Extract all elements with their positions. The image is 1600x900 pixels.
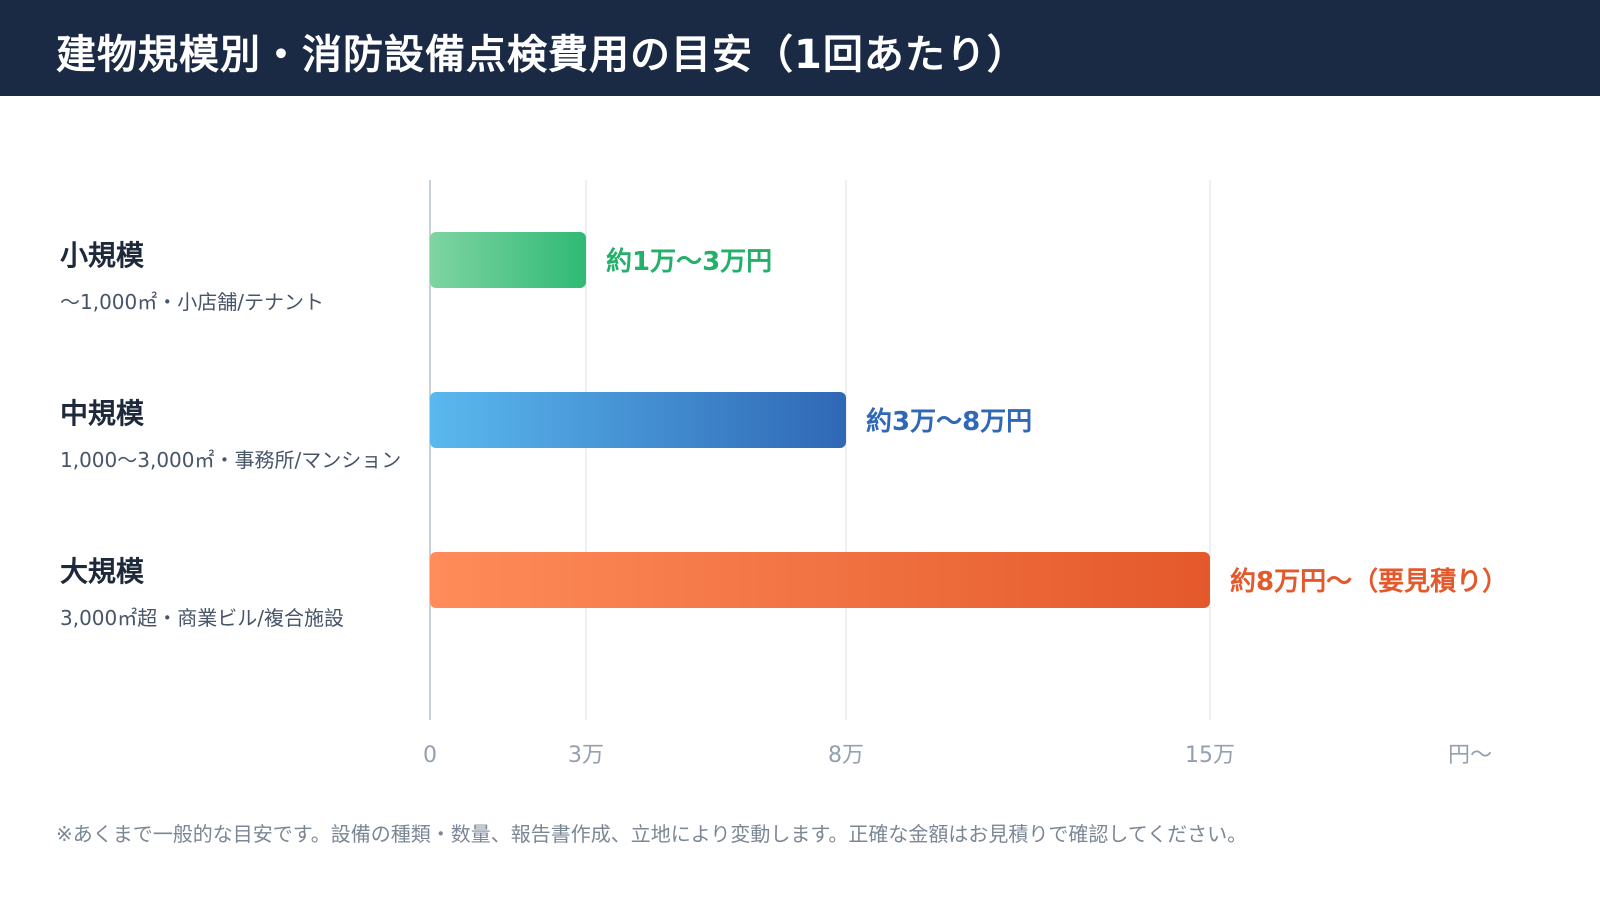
bar-value-label: 約3万〜8万円 <box>866 406 1032 437</box>
bar-value-label: 約8万円〜（要見積り） <box>1230 566 1508 597</box>
category-medium: 中規模 1,000〜3,000㎡・事務所/マンション <box>60 392 401 473</box>
chart-area: 約1万〜3万円約3万〜8万円約8万円〜（要見積り） 0 3万 8万 15万 円〜 小規模… <box>0 96 1600 900</box>
bar-2 <box>430 552 1210 608</box>
category-small: 小規模 〜1,000㎡・小店舗/テナント <box>60 234 324 315</box>
header-bar: 建物規模別・消防設備点検費用の目安（1回あたり） <box>0 0 1600 96</box>
category-name: 小規模 <box>60 239 145 272</box>
bar-value-label: 約1万〜3万円 <box>606 246 772 277</box>
bar-0 <box>430 232 586 288</box>
x-tick-label: 0 <box>423 743 437 768</box>
x-tick-label: 3万 <box>568 743 604 768</box>
bar-1 <box>430 392 846 448</box>
chart-title: 建物規模別・消防設備点検費用の目安（1回あたり） <box>56 32 1028 78</box>
category-large: 大規模 3,000㎡超・商業ビル/複合施設 <box>60 550 344 631</box>
category-description: 1,000〜3,000㎡・事務所/マンション <box>60 448 402 472</box>
x-tick-label: 8万 <box>828 743 864 768</box>
category-name: 中規模 <box>60 397 145 430</box>
category-description: 〜1,000㎡・小店舗/テナント <box>60 290 324 314</box>
category-name: 大規模 <box>60 555 145 588</box>
bar-layer <box>430 232 1210 608</box>
footnote: ※あくまで一般的な目安です。設備の種類・数量、報告書作成、立地により変動します。… <box>56 822 1248 846</box>
x-tick-label: 15万 <box>1185 743 1235 768</box>
category-description: 3,000㎡超・商業ビル/複合施設 <box>60 606 344 630</box>
tick-layer: 0 3万 8万 15万 円〜 <box>423 743 1492 768</box>
x-tick-label: 円〜 <box>1448 743 1492 768</box>
